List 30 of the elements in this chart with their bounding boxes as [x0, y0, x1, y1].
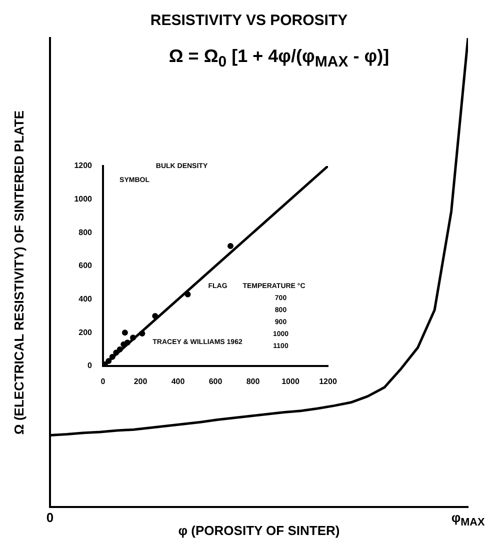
y-tick-label: 1000 [74, 194, 93, 204]
point [139, 330, 146, 336]
x-tick-label: 1200 [319, 377, 338, 386]
point [113, 350, 120, 356]
x-tick-label: φ$_{MAX}$ [450, 510, 486, 529]
chart-title: RESISTIVITY VS POROSITY [149, 12, 349, 29]
x-tick-label: 400 [171, 377, 186, 386]
point [184, 291, 191, 298]
annotation: Ω = Ω$_{0}$ [1 + 4φ/(φ$_{MAX}$ - φ)] [168, 46, 390, 71]
point [124, 340, 130, 346]
x-tick-label: 0 [100, 377, 106, 386]
y-tick-label: 600 [78, 261, 93, 270]
point [130, 334, 136, 341]
y-tick-label: 200 [78, 328, 93, 337]
x-axis-title: φ (POROSITY OF SINTER) [178, 522, 340, 538]
x-tick-label: 1000 [282, 377, 300, 386]
point [116, 346, 123, 352]
point [122, 330, 128, 336]
y-tick-label: 1200 [74, 161, 93, 170]
x-tick-label: 200 [134, 377, 148, 386]
point [228, 243, 234, 249]
y-tick-label: 0 [88, 361, 93, 370]
y-tick-label: 800 [78, 228, 93, 237]
point [152, 313, 158, 319]
point [106, 358, 112, 364]
y-tick-label: 400 [78, 294, 93, 304]
y-axis-title: Ω (ELECTRICAL RESISTIVITY) OF SINTERED PLATE [11, 110, 26, 435]
x-tick-label: 800 [246, 377, 260, 386]
x-tick-label: 600 [208, 377, 223, 386]
point [109, 354, 116, 360]
